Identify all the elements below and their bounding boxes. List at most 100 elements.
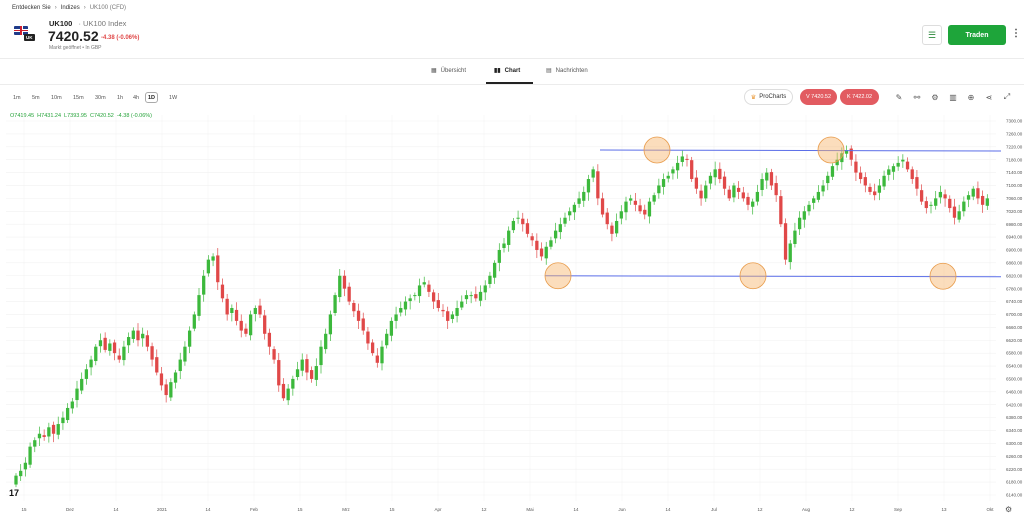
- candle-body: [577, 198, 581, 204]
- timeframe-1m[interactable]: 1m: [13, 94, 21, 101]
- add-icon[interactable]: ⊕: [967, 92, 975, 102]
- candle: [582, 186, 586, 207]
- candle: [713, 161, 717, 186]
- candle: [338, 268, 342, 303]
- candle-body: [295, 369, 300, 377]
- candle-body: [868, 186, 872, 192]
- tab-overview[interactable]: ▦ Übersicht: [431, 67, 467, 75]
- candle-body: [98, 340, 103, 347]
- y-tick-label: 6380.00: [1006, 415, 1023, 420]
- price-change: -4.38 (-0.06%): [101, 35, 140, 41]
- candle-body: [962, 201, 966, 212]
- candle: [253, 305, 257, 322]
- candle-body: [122, 346, 126, 361]
- candle-body: [591, 169, 595, 178]
- sell-button[interactable]: V 7420.52: [800, 89, 837, 105]
- candle-body: [460, 301, 464, 308]
- y-tick-label: 6540.00: [1006, 364, 1023, 369]
- candle: [234, 302, 239, 326]
- timeframe-1w[interactable]: 1W: [169, 94, 178, 101]
- candle-body: [248, 314, 253, 336]
- candle-body: [305, 359, 309, 373]
- compare-icon[interactable]: ▥: [949, 92, 957, 102]
- candles: [14, 145, 989, 488]
- breadcrumb-item-indices[interactable]: Indizes: [60, 5, 80, 11]
- candle: [971, 186, 975, 201]
- timeframe-5m[interactable]: 5m: [32, 94, 40, 101]
- indicators-icon[interactable]: ⚯: [913, 92, 921, 102]
- candle: [530, 233, 534, 247]
- candle-body: [478, 291, 483, 301]
- overview-icon: ▦: [431, 68, 437, 74]
- candle: [483, 280, 487, 301]
- candle: [230, 304, 234, 322]
- tab-news[interactable]: ▤ Nachrichten: [546, 67, 588, 75]
- candle-body: [352, 303, 356, 312]
- candle: [694, 170, 699, 194]
- timeframe-15m[interactable]: 15m: [73, 94, 84, 101]
- candle: [497, 243, 501, 272]
- candle-body: [370, 342, 375, 354]
- procharts-button[interactable]: ♛ ProCharts: [744, 89, 793, 105]
- price-chart[interactable]: 7300.00 7260.00 7220.00 7180.00 7140.00 7100.…: [0, 107, 1024, 517]
- candle-body: [643, 209, 647, 215]
- candle: [938, 185, 943, 204]
- candle: [150, 342, 154, 367]
- candle: [248, 310, 253, 341]
- y-tick-label: 7220.00: [1006, 144, 1023, 149]
- x-tick-label: Feb: [250, 507, 258, 512]
- candle: [652, 192, 656, 205]
- candle-body: [356, 310, 361, 321]
- candle-body: [924, 201, 928, 209]
- buy-button[interactable]: K 7422.02: [840, 89, 879, 105]
- candle: [441, 304, 445, 318]
- watchlist-button[interactable]: ☰: [922, 25, 942, 45]
- candle: [830, 163, 835, 181]
- candle-body: [736, 187, 741, 192]
- candle-body: [675, 162, 680, 171]
- timeframe-10m[interactable]: 10m: [51, 94, 62, 101]
- share-icon[interactable]: ⋖: [985, 92, 993, 102]
- candle: [37, 426, 42, 446]
- divider: [0, 84, 1024, 85]
- candle: [216, 248, 220, 290]
- candle: [65, 403, 70, 423]
- candle: [873, 183, 877, 201]
- candle: [173, 369, 178, 389]
- timeframe-30m[interactable]: 30m: [95, 94, 106, 101]
- timeframe-1h[interactable]: 1h: [117, 94, 124, 101]
- flag-tag: UK: [24, 34, 35, 41]
- fullscreen-icon[interactable]: ⤢: [1003, 92, 1011, 101]
- breadcrumb-item-discover[interactable]: Entdecken Sie: [12, 5, 51, 11]
- candle-body: [281, 383, 286, 399]
- candle-body: [483, 285, 487, 293]
- instrument-title: UK100 · UK100 Index: [49, 19, 127, 28]
- candle-body: [417, 285, 422, 297]
- candle-body: [239, 320, 243, 331]
- candle-body: [164, 384, 168, 396]
- trade-button[interactable]: Traden: [948, 25, 1006, 45]
- candle: [572, 202, 577, 220]
- candle: [915, 170, 919, 196]
- candle-body: [521, 218, 525, 225]
- candle: [89, 355, 93, 376]
- tab-overview-label: Übersicht: [440, 67, 467, 74]
- draw-icon[interactable]: ✎: [895, 92, 903, 102]
- y-tick-label: 6420.00: [1006, 402, 1023, 407]
- timeframe-1d[interactable]: 1D: [145, 92, 159, 103]
- candle-body: [821, 185, 825, 192]
- tab-chart[interactable]: ▮▮ Chart: [494, 67, 520, 75]
- settings-icon[interactable]: ⚙: [931, 92, 939, 102]
- candle: [511, 218, 516, 234]
- candle: [192, 311, 196, 332]
- candle-body: [117, 355, 121, 360]
- more-vertical-icon[interactable]: ⋮: [1011, 28, 1021, 39]
- candle: [460, 295, 464, 311]
- candle: [450, 311, 455, 324]
- axis-settings-icon[interactable]: ⚙: [1005, 505, 1013, 514]
- timeframe-4h[interactable]: 4h: [133, 94, 140, 101]
- y-tick-label: 6980.00: [1006, 222, 1023, 227]
- candle: [605, 208, 609, 230]
- chevron-right-icon: ›: [54, 5, 57, 11]
- x-tick-label: 12: [481, 507, 487, 512]
